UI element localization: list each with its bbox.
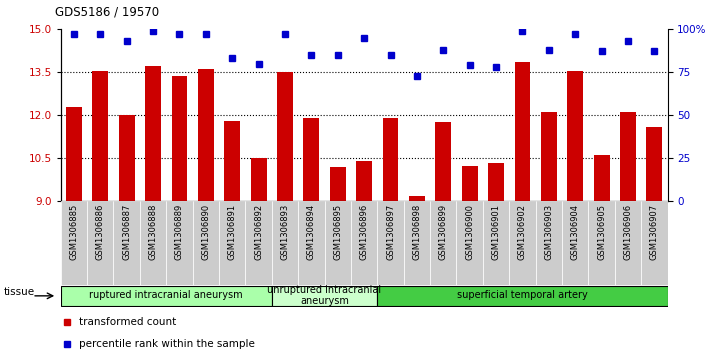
Bar xyxy=(325,201,351,285)
Bar xyxy=(198,69,213,201)
Text: GSM1306899: GSM1306899 xyxy=(439,204,448,260)
Text: GSM1306890: GSM1306890 xyxy=(201,204,211,260)
Text: GSM1306902: GSM1306902 xyxy=(518,204,527,260)
Bar xyxy=(541,113,557,201)
Bar xyxy=(409,196,425,201)
Text: GSM1306886: GSM1306886 xyxy=(96,204,105,260)
Bar xyxy=(193,201,219,285)
Bar xyxy=(61,286,272,306)
Bar xyxy=(66,107,82,201)
Bar xyxy=(61,201,87,285)
Text: unruptured intracranial
aneurysm: unruptured intracranial aneurysm xyxy=(268,285,381,306)
Text: GSM1306888: GSM1306888 xyxy=(149,204,158,260)
Bar xyxy=(641,201,668,285)
Bar xyxy=(403,201,430,285)
Bar xyxy=(114,201,140,285)
Bar xyxy=(562,201,588,285)
Text: GSM1306891: GSM1306891 xyxy=(228,204,237,260)
Text: GSM1306893: GSM1306893 xyxy=(281,204,289,260)
Bar xyxy=(272,201,298,285)
Bar xyxy=(171,77,187,201)
Bar xyxy=(251,158,266,201)
Text: tissue: tissue xyxy=(4,287,35,297)
Text: superficial temporal artery: superficial temporal artery xyxy=(457,290,588,301)
Bar xyxy=(303,118,319,201)
Bar xyxy=(119,115,134,201)
Bar xyxy=(87,201,114,285)
Bar xyxy=(219,201,246,285)
Bar xyxy=(620,113,636,201)
Bar xyxy=(277,72,293,201)
Bar xyxy=(515,62,531,201)
Bar xyxy=(330,167,346,201)
Text: GSM1306903: GSM1306903 xyxy=(544,204,553,260)
Text: GSM1306892: GSM1306892 xyxy=(254,204,263,260)
Bar xyxy=(430,201,456,285)
Bar xyxy=(377,286,668,306)
Bar xyxy=(568,71,583,201)
Bar xyxy=(356,161,372,201)
Text: GSM1306907: GSM1306907 xyxy=(650,204,659,260)
Text: transformed count: transformed count xyxy=(79,317,176,327)
Bar xyxy=(246,201,272,285)
Bar xyxy=(436,122,451,201)
Bar xyxy=(488,163,504,201)
Text: GSM1306904: GSM1306904 xyxy=(570,204,580,260)
Text: GSM1306900: GSM1306900 xyxy=(466,204,474,260)
Text: GSM1306885: GSM1306885 xyxy=(69,204,79,260)
Text: GSM1306894: GSM1306894 xyxy=(307,204,316,260)
Bar xyxy=(456,201,483,285)
Text: GSM1306897: GSM1306897 xyxy=(386,204,395,260)
Bar xyxy=(615,201,641,285)
Text: GSM1306889: GSM1306889 xyxy=(175,204,184,260)
Text: ruptured intracranial aneurysm: ruptured intracranial aneurysm xyxy=(89,290,243,301)
Text: GSM1306906: GSM1306906 xyxy=(623,204,633,260)
Text: GSM1306887: GSM1306887 xyxy=(122,204,131,260)
Text: GDS5186 / 19570: GDS5186 / 19570 xyxy=(55,6,159,19)
Bar xyxy=(509,201,536,285)
Bar xyxy=(140,201,166,285)
Bar xyxy=(646,127,663,201)
Bar xyxy=(594,155,610,201)
Text: GSM1306895: GSM1306895 xyxy=(333,204,342,260)
Bar xyxy=(224,121,240,201)
Text: GSM1306898: GSM1306898 xyxy=(413,204,421,260)
Bar xyxy=(298,201,325,285)
Bar xyxy=(588,201,615,285)
Text: GSM1306896: GSM1306896 xyxy=(360,204,368,260)
Bar xyxy=(351,201,377,285)
Text: GSM1306901: GSM1306901 xyxy=(491,204,501,260)
Bar xyxy=(377,201,403,285)
Bar xyxy=(145,66,161,201)
Bar xyxy=(92,71,109,201)
Bar xyxy=(536,201,562,285)
Bar xyxy=(462,166,478,201)
Bar xyxy=(272,286,377,306)
Bar xyxy=(166,201,193,285)
Bar xyxy=(483,201,509,285)
Bar xyxy=(383,118,398,201)
Text: percentile rank within the sample: percentile rank within the sample xyxy=(79,339,255,349)
Text: GSM1306905: GSM1306905 xyxy=(597,204,606,260)
